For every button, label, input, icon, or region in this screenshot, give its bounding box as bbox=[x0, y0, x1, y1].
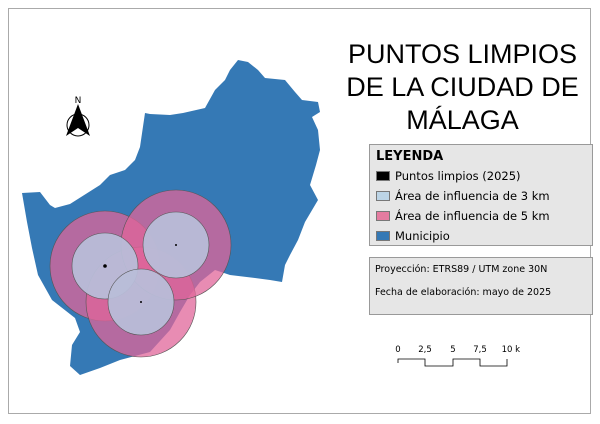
legend: LEYENDA Puntos limpios (2025) Área de in… bbox=[369, 144, 593, 246]
scale-tick: 0 bbox=[395, 345, 400, 355]
legend-label: Puntos limpios (2025) bbox=[395, 169, 521, 183]
swatch-municipality bbox=[376, 231, 390, 241]
title-line: DE LA CIUDAD DE bbox=[346, 72, 579, 102]
date-text: Fecha de elaboración: mayo de 2025 bbox=[375, 287, 552, 298]
info-box: Proyección: ETRS89 / UTM zone 30N Fecha … bbox=[369, 257, 593, 315]
swatch-3km bbox=[376, 191, 390, 201]
swatch-points bbox=[376, 171, 390, 181]
clean-points bbox=[103, 244, 177, 303]
title-line: PUNTOS LIMPIOS bbox=[347, 39, 578, 69]
legend-item: Área de influencia de 5 km bbox=[376, 206, 586, 226]
scale-tick: 10 km bbox=[502, 345, 520, 355]
legend-item: Puntos limpios (2025) bbox=[376, 166, 586, 186]
legend-item: Municipio bbox=[376, 226, 586, 246]
title-line: MÁLAGA bbox=[406, 105, 519, 135]
svg-text:N: N bbox=[75, 96, 82, 106]
legend-item: Área de influencia de 3 km bbox=[376, 186, 586, 206]
scale-bar: 0 2,5 5 7,5 10 km bbox=[390, 343, 528, 376]
legend-label: Área de influencia de 3 km bbox=[395, 189, 550, 203]
legend-label: Área de influencia de 5 km bbox=[395, 209, 550, 223]
map-title: PUNTOS LIMPIOS DE LA CIUDAD DE MÁLAGA bbox=[340, 38, 585, 137]
scale-tick: 5 bbox=[450, 345, 455, 355]
scale-bar-graphic: 0 2,5 5 7,5 10 km bbox=[395, 345, 528, 367]
swatch-5km bbox=[376, 211, 390, 221]
legend-heading: LEYENDA bbox=[376, 149, 444, 164]
legend-label: Municipio bbox=[395, 229, 450, 243]
scale-tick: 7,5 bbox=[473, 345, 487, 355]
scale-tick: 2,5 bbox=[418, 345, 432, 355]
north-arrow-icon: N bbox=[66, 96, 90, 137]
projection-text: Proyección: ETRS89 / UTM zone 30N bbox=[375, 264, 548, 275]
